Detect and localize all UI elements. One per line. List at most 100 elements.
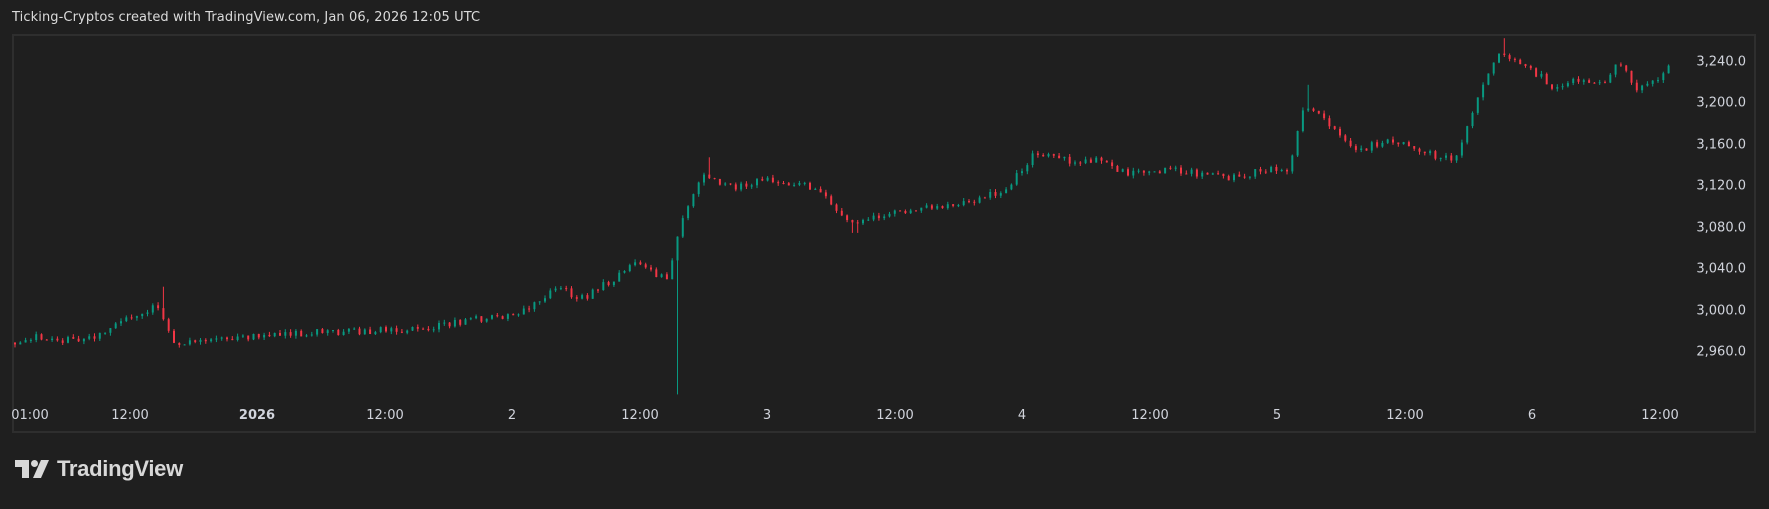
candle[interactable] [1604,82,1606,84]
candle[interactable] [1434,151,1437,159]
candle[interactable] [687,206,690,219]
candle[interactable] [1667,65,1670,74]
candle[interactable] [1280,170,1283,171]
candle[interactable] [135,316,138,318]
candle[interactable] [98,332,101,339]
candle[interactable] [241,335,244,337]
candle[interactable] [809,182,811,190]
candle[interactable] [1360,148,1363,151]
candle[interactable] [1005,189,1008,194]
candle[interactable] [438,323,440,330]
candle[interactable] [904,211,907,214]
candle[interactable] [1254,169,1257,177]
candle[interactable] [178,343,181,345]
candle[interactable] [369,329,372,335]
candle[interactable] [1370,142,1373,151]
candle[interactable] [655,269,658,277]
chart-panel[interactable] [12,34,1756,433]
candle[interactable] [448,322,451,327]
candle[interactable] [1339,128,1341,136]
candle[interactable] [1365,148,1368,151]
candle[interactable] [766,177,769,181]
candle[interactable] [1142,170,1145,173]
candle[interactable] [1646,83,1649,86]
candle[interactable] [1164,167,1167,174]
candle[interactable] [459,320,462,325]
candle[interactable] [289,332,292,336]
candle[interactable] [358,328,361,335]
candle[interactable] [1593,82,1596,84]
candle[interactable] [1148,171,1151,173]
candle[interactable] [480,316,483,322]
candle[interactable] [1476,97,1479,113]
candle[interactable] [1169,167,1172,169]
candle[interactable] [1429,151,1432,154]
candle[interactable] [862,220,864,224]
candle[interactable] [151,305,154,313]
candle[interactable] [1291,155,1294,172]
candle[interactable] [708,174,711,179]
candle[interactable] [899,210,902,212]
candle[interactable] [1487,73,1490,85]
candle[interactable] [835,204,838,211]
candle[interactable] [1561,86,1564,88]
candle[interactable] [294,330,297,336]
candle[interactable] [51,338,54,340]
candle[interactable] [782,183,785,184]
candle[interactable] [819,188,822,193]
candle[interactable] [400,331,403,333]
candle[interactable] [962,201,965,206]
candle[interactable] [909,210,912,214]
candle[interactable] [1641,85,1644,91]
candle[interactable] [342,331,345,335]
candle[interactable] [45,339,48,341]
candle[interactable] [1513,58,1516,60]
candle[interactable] [512,314,515,316]
candle[interactable] [72,337,75,339]
candle[interactable] [756,179,758,186]
candle[interactable] [1158,171,1161,174]
candle[interactable] [1206,172,1209,175]
candle[interactable] [602,282,605,290]
candle[interactable] [385,327,387,332]
candle[interactable] [162,308,165,320]
candle[interactable] [1466,126,1469,143]
candle[interactable] [1211,173,1214,175]
candle[interactable] [1248,176,1251,178]
candle[interactable] [920,207,923,211]
candle[interactable] [1625,65,1628,71]
candle[interactable] [703,174,705,183]
candle[interactable] [1010,184,1013,190]
candle[interactable] [1524,64,1527,66]
candle[interactable] [761,179,764,181]
candle[interactable] [406,330,409,333]
candle[interactable] [1323,113,1326,119]
candle[interactable] [236,336,239,341]
candle[interactable] [1328,118,1331,127]
candle[interactable] [1264,171,1267,173]
candle[interactable] [29,339,32,341]
candle[interactable] [347,328,350,332]
candle[interactable] [257,334,260,338]
candle[interactable] [644,264,647,268]
candle[interactable] [67,337,69,343]
candle[interactable] [268,334,271,337]
candle[interactable] [337,330,340,335]
candle[interactable] [1598,82,1601,84]
candle[interactable] [125,317,128,322]
candle[interactable] [936,206,939,209]
candle[interactable] [952,204,955,206]
candle[interactable] [146,312,149,314]
candle[interactable] [1058,155,1061,159]
candle[interactable] [427,328,430,331]
candle[interactable] [14,342,16,345]
candle[interactable] [1275,167,1278,171]
candle[interactable] [1630,70,1633,83]
candle[interactable] [82,338,85,342]
candle[interactable] [1185,173,1188,175]
candle[interactable] [1190,169,1193,174]
candle[interactable] [35,334,38,340]
candle[interactable] [1217,173,1220,175]
candle[interactable] [1153,171,1156,173]
